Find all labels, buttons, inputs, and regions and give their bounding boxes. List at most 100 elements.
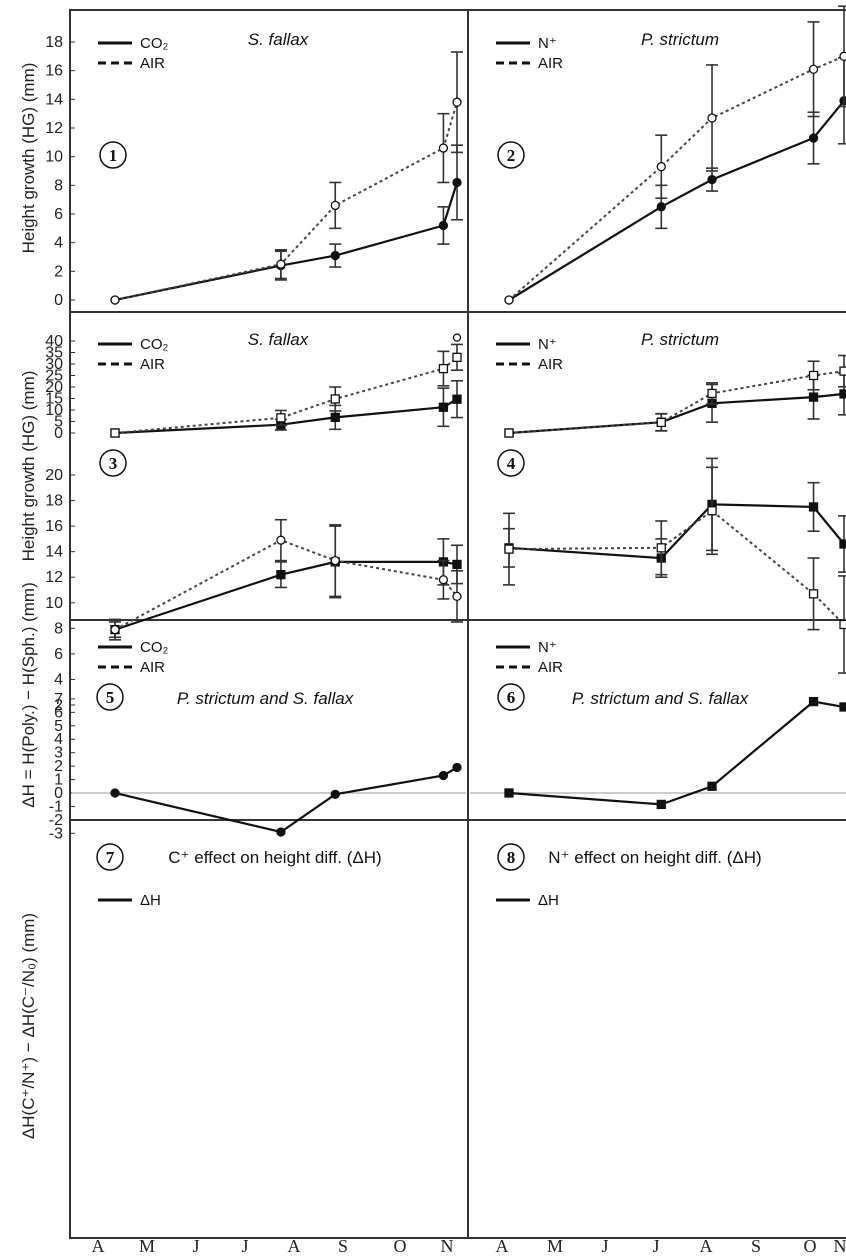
data-point bbox=[504, 788, 514, 798]
y-tick-label: 4 bbox=[54, 671, 63, 688]
month-label: A bbox=[700, 1236, 713, 1256]
data-point bbox=[839, 539, 846, 549]
data-point bbox=[110, 788, 120, 798]
data-point bbox=[808, 392, 819, 402]
data-point bbox=[438, 143, 449, 153]
y-tick-label: 18 bbox=[45, 493, 63, 510]
series-line bbox=[114, 766, 458, 834]
data-point bbox=[452, 762, 462, 773]
series-line bbox=[114, 101, 458, 301]
y-axis-label-row4: ΔH(C⁺/N⁺) − ΔH(C⁻/N₀) (mm) bbox=[19, 913, 38, 1139]
series-line bbox=[508, 700, 845, 806]
plot-border bbox=[69, 9, 846, 1239]
data-point bbox=[452, 394, 462, 404]
data-point bbox=[839, 96, 846, 106]
data-point bbox=[656, 799, 666, 810]
series-line bbox=[508, 100, 845, 301]
legend-label: N⁺ bbox=[538, 639, 557, 656]
legend-label: CO₂ bbox=[140, 35, 169, 52]
data-point bbox=[839, 389, 846, 399]
panel-number-circle bbox=[497, 141, 525, 169]
y-tick-label: -1 bbox=[49, 798, 63, 815]
outlier-point bbox=[452, 333, 462, 342]
y-tick-label: 10 bbox=[45, 149, 63, 166]
panel-number: 7 bbox=[106, 848, 115, 867]
panel-title: P. strictum bbox=[641, 330, 719, 349]
legend-label: N⁺ bbox=[538, 35, 557, 52]
panel-number: 6 bbox=[507, 688, 516, 707]
panel-title: S. fallax bbox=[248, 30, 309, 49]
data-point bbox=[452, 591, 462, 602]
legend-label: AIR bbox=[140, 55, 165, 72]
chart-panel-1: 0 2 4 6 8 10 12 14 16 18 S. fallax 1 CO₂ AIR bbox=[45, 30, 463, 309]
chart-panel-8: N⁺ effect on height diff. (ΔH) 8 ΔH bbox=[470, 696, 846, 909]
data-point bbox=[656, 162, 666, 172]
y-tick-label: 7 bbox=[54, 691, 63, 708]
data-point bbox=[330, 412, 340, 423]
y-tick-label: 5 bbox=[54, 414, 63, 431]
data-point bbox=[808, 370, 819, 381]
month-label: A bbox=[496, 1236, 509, 1256]
data-point bbox=[276, 535, 286, 545]
panel-title: P. strictum and S. fallax bbox=[177, 689, 354, 708]
panel-number-circle bbox=[96, 683, 124, 711]
chart-panel-4: P. strictum 4 N⁺ AIR bbox=[496, 330, 846, 477]
y-tick-label: 0 bbox=[54, 785, 63, 802]
y-tick-label: 8 bbox=[54, 177, 63, 194]
month-label: S bbox=[338, 1236, 348, 1256]
chart-panel-6: P. strictum and S. fallax 6 N⁺ AIR bbox=[496, 457, 846, 711]
month-label: M bbox=[139, 1236, 155, 1256]
y-tick-label: 2 bbox=[54, 758, 63, 775]
y-tick-label: -3 bbox=[49, 825, 63, 842]
panel-number-circle bbox=[497, 683, 525, 711]
panel-number: 3 bbox=[109, 454, 118, 473]
data-point bbox=[110, 295, 120, 305]
data-point bbox=[330, 394, 340, 404]
data-point bbox=[839, 51, 846, 61]
legend-label: CO₂ bbox=[140, 336, 169, 353]
data-point bbox=[839, 702, 846, 712]
y-tick-label: 6 bbox=[54, 646, 63, 663]
panel-number: 4 bbox=[507, 454, 516, 473]
data-point bbox=[438, 770, 449, 781]
series-line bbox=[508, 55, 845, 301]
data-point bbox=[330, 250, 340, 261]
y-axis-labels: Height growth (HG) (mm) Height growth (H… bbox=[19, 63, 38, 1140]
month-label: O bbox=[394, 1236, 407, 1256]
data-point bbox=[707, 113, 717, 123]
series-line bbox=[508, 509, 845, 626]
y-tick-label: 30 bbox=[45, 356, 63, 373]
panel-title: P. strictum bbox=[641, 30, 719, 49]
data-point bbox=[452, 559, 462, 570]
y-tick-label: 18 bbox=[45, 34, 63, 51]
data-point bbox=[504, 544, 514, 554]
data-point bbox=[656, 202, 666, 212]
legend-label: N⁺ bbox=[538, 336, 557, 353]
y-tick-label: 2 bbox=[54, 697, 63, 714]
month-label: N bbox=[441, 1236, 454, 1256]
y-tick-label: 20 bbox=[45, 379, 63, 396]
data-point bbox=[656, 543, 666, 553]
panel-number-circle bbox=[99, 449, 127, 477]
panel-title: N⁺ effect on height diff. (ΔH) bbox=[548, 848, 761, 867]
data-point bbox=[110, 428, 120, 438]
legend-label: AIR bbox=[140, 659, 165, 676]
y-tick-label: 1 bbox=[54, 772, 63, 789]
month-label: J bbox=[192, 1236, 199, 1256]
data-point bbox=[452, 97, 462, 107]
y-axis-label-row2: Height growth (HG) (mm) bbox=[19, 371, 38, 562]
y-tick-label: 5 bbox=[54, 718, 63, 735]
y-tick-label: 14 bbox=[45, 544, 63, 561]
y-axis-label-row1: Height growth (HG) (mm) bbox=[19, 63, 38, 254]
panel-number: 1 bbox=[109, 146, 118, 165]
x-axis-month-labels: A AM MJ JJ JA AS SO ON N bbox=[92, 1236, 846, 1256]
series-line bbox=[508, 503, 845, 560]
data-point bbox=[438, 402, 449, 412]
data-point bbox=[808, 696, 819, 707]
month-label: J bbox=[652, 1236, 659, 1256]
y-tick-label: 15 bbox=[45, 391, 63, 408]
data-point bbox=[707, 506, 717, 516]
